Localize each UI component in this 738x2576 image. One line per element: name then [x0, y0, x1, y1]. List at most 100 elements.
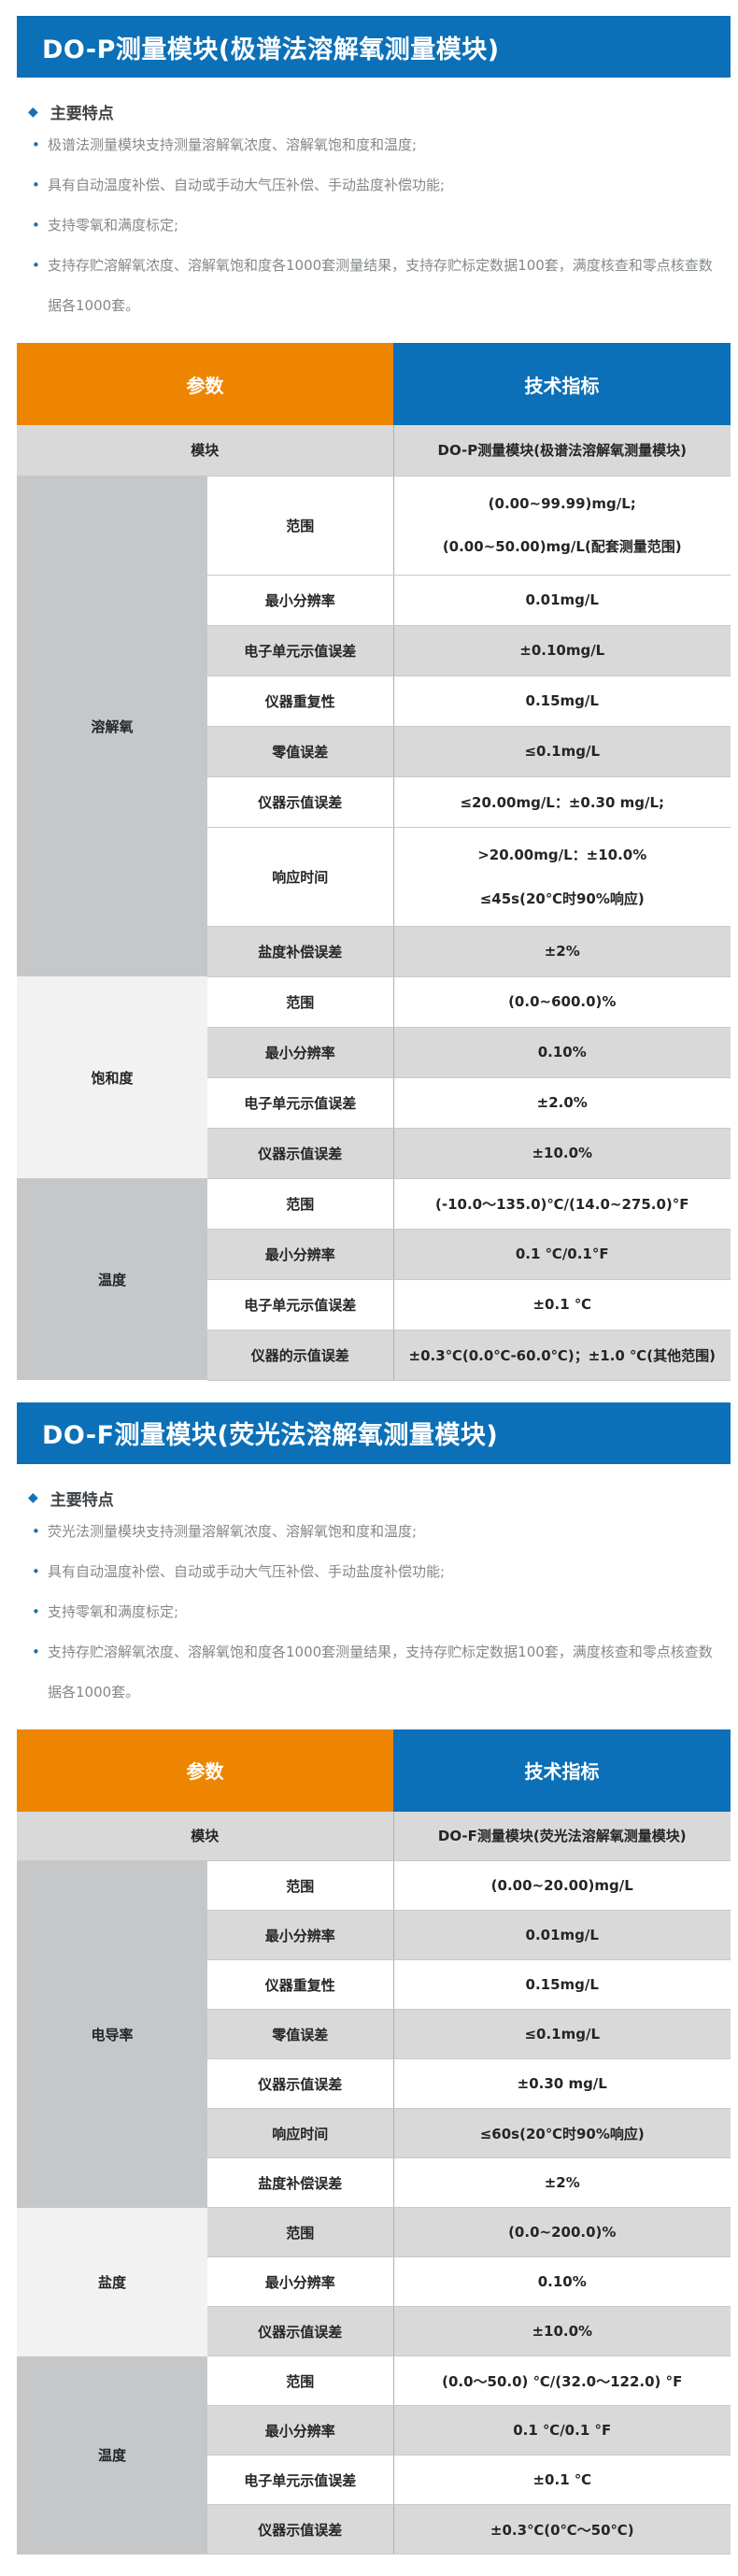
section-banner: DO-P测量模块(极谱法溶解氧测量模块) [17, 16, 731, 78]
features-heading: ◆ 主要特点 [28, 1487, 731, 1510]
feature-text: 具有自动温度补偿、自动或手动大气压补偿、手动盐度补偿功能; [48, 177, 446, 193]
spec-value-line: (0.0～50.0) ℃/(32.0～122.0) °F [442, 2372, 683, 2390]
param-cell: 仪器重复性 [207, 676, 393, 727]
table-row: 最小分辨率 0.1 ℃/0.1 °F [17, 2405, 731, 2455]
value-cell: ±10.0% [392, 1128, 731, 1179]
feature-item: • 极谱法测量模块支持测量溶解氧浓度、溶解氧饱和度和温度; [32, 125, 725, 165]
value-cell: 0.10% [392, 1027, 731, 1078]
param-cell: 范围 [207, 2355, 393, 2406]
table-row: 仪器重复性 0.15mg/L [17, 1959, 731, 2010]
table-row: 零值误差 ≤0.1mg/L [17, 2009, 731, 2059]
table-row: 盐度 范围 (0.0~200.0)% [17, 2207, 731, 2356]
value-cell: ≤0.1mg/L [392, 726, 731, 777]
spec-value-line: ±0.1 ℃ [532, 2471, 592, 2488]
value-cell: ≤60s(20℃时90%响应) [392, 2108, 731, 2158]
table-row: 最小分辨率 0.1 ℃/0.1°F [17, 1229, 731, 1280]
table-row: 溶解氧 范围 (0.00~99.99)mg/L; (0.00~50.00)mg/L(配… [17, 476, 731, 976]
spec-value-line: ±10.0% [532, 2323, 593, 2340]
value-cell: 0.1 ℃/0.1°F [392, 1229, 731, 1280]
spec-value-line: ≤45s(20℃时90%响应) [479, 890, 645, 907]
table-row: 电导率 范围 (0.00~20.00)mg/L [17, 1860, 731, 2208]
value-cell: ±0.1 ℃ [392, 2455, 731, 2505]
spec-value-line: 0.1 ℃/0.1 °F [513, 2422, 612, 2439]
banner-title: DO-F测量模块(荧光法溶解氧测量模块) [42, 1421, 499, 1450]
value-cell: ±2% [392, 926, 731, 977]
value-cell: ±10.0% [392, 2306, 731, 2356]
spec-column-header: 技术指标 [393, 343, 731, 425]
param-cell: 范围 [207, 1178, 393, 1230]
spec-table: 参数 技术指标 模块 DO-F测量模块(荧光法溶解氧测量模块) 电导率 范围 (0.00~2… [17, 1729, 731, 2555]
param-cell: 范围 [207, 1860, 393, 1911]
bullet-dot-icon: • [32, 177, 40, 193]
section-do-f: DO-F测量模块(荧光法溶解氧测量模块) ◆ 主要特点 • 荧光法测量模块支持测量… [17, 1402, 731, 2555]
spec-value-line: ≤0.1mg/L [524, 2026, 601, 2042]
bullet-dot-icon: • [32, 1562, 40, 1580]
bullet-dot-icon: • [32, 217, 40, 234]
param-cell: 零值误差 [207, 726, 393, 777]
spec-value-line: ±2% [544, 943, 580, 960]
table-row: 响应时间 >20.00mg/L：±10.0% ≤45s(20℃时90%响应) [17, 827, 731, 927]
features-heading-label: 主要特点 [50, 1490, 114, 1510]
param-cell: 仪器示值误差 [207, 2306, 393, 2356]
table-row: 盐度补偿误差 ±2% [17, 2157, 731, 2208]
table-row: 电子单元示值误差 ±0.1 ℃ [17, 2455, 731, 2505]
feature-item: • 具有自动温度补偿、自动或手动大气压补偿、手动盐度补偿功能; [32, 1552, 725, 1592]
feature-text: 支持零氧和满度标定; [48, 1602, 179, 1620]
value-cell: 0.15mg/L [392, 676, 731, 727]
spec-value-line: 0.1 ℃/0.1°F [515, 1245, 609, 1262]
group-cell: 电导率 [17, 1860, 207, 2208]
features-block: ◆ 主要特点 • 荧光法测量模块支持测量溶解氧浓度、溶解氧饱和度和温度; • 具有自动… [17, 1487, 731, 1713]
value-cell: (0.00~20.00)mg/L [392, 1860, 731, 1911]
table-row: 最小分辨率 0.10% [17, 2256, 731, 2307]
spec-value-line: (0.00~99.99)mg/L; [488, 494, 636, 512]
value-cell: (0.00~99.99)mg/L; (0.00~50.00)mg/L(配套测量范围… [392, 476, 731, 576]
value-cell: ≤0.1mg/L [392, 2009, 731, 2059]
module-label: 模块 [17, 425, 393, 477]
param-cell: 仪器重复性 [207, 1959, 393, 2010]
group-cell: 饱和度 [17, 976, 207, 1178]
section-do-p: DO-P测量模块(极谱法溶解氧测量模块) ◆ 主要特点 • 极谱法测量模块支持测量… [17, 16, 731, 1381]
spec-value-line: ±2.0% [536, 1094, 588, 1111]
param-cell: 电子单元示值误差 [207, 1279, 393, 1331]
param-cell: 最小分辨率 [207, 2405, 393, 2455]
param-cell: 仪器示值误差 [207, 2058, 393, 2109]
table-row: 电子单元示值误差 ±2.0% [17, 1077, 731, 1129]
param-cell: 范围 [207, 2207, 393, 2257]
param-cell: 范围 [207, 476, 393, 576]
module-row: 模块 DO-F测量模块(荧光法溶解氧测量模块) [17, 1811, 731, 1861]
bullet-dot-icon: • [32, 1602, 40, 1620]
spec-value-line: ±0.10mg/L [519, 642, 605, 659]
features-heading-label: 主要特点 [50, 105, 114, 123]
spec-value-line: ≤60s(20℃时90%响应) [479, 2125, 645, 2142]
spec-value-line: ±0.3℃(0℃～50℃) [490, 2521, 634, 2539]
table-header-row: 参数 技术指标 [17, 343, 731, 425]
param-cell: 仪器示值误差 [207, 2504, 393, 2555]
group-cell: 温度 [17, 1178, 207, 1380]
spec-value-line: 0.10% [537, 1044, 587, 1060]
param-cell: 盐度补偿误差 [207, 926, 393, 977]
value-cell: (0.0～50.0) ℃/(32.0～122.0) °F [392, 2355, 731, 2406]
value-cell: (-10.0～135.0)℃/(14.0~275.0)°F [392, 1178, 731, 1230]
table-row: 零值误差 ≤0.1mg/L [17, 726, 731, 777]
param-column-header: 参数 [17, 343, 393, 425]
feature-text: 极谱法测量模块支持测量溶解氧浓度、溶解氧饱和度和温度; [48, 136, 418, 153]
param-cell: 电子单元示值误差 [207, 2455, 393, 2505]
value-cell: 0.15mg/L [392, 1959, 731, 2010]
value-cell: ±2.0% [392, 1077, 731, 1129]
module-label: 模块 [17, 1811, 393, 1861]
table-row: 响应时间 ≤60s(20℃时90%响应) [17, 2108, 731, 2158]
spec-value-line: ±2% [544, 2174, 580, 2191]
table-row: 饱和度 范围 (0.0~600.0)% [17, 976, 731, 1178]
table-row: 仪器示值误差 ±10.0% [17, 2306, 731, 2356]
group-cell: 盐度 [17, 2207, 207, 2356]
features-list: • 极谱法测量模块支持测量溶解氧浓度、溶解氧饱和度和温度; • 具有自动温度补偿、自动… [17, 125, 731, 326]
feature-item: • 支持存贮溶解氧浓度、溶解氧饱和度各1000套测量结果，支持存贮标定数据100套… [32, 246, 725, 326]
param-cell: 最小分辨率 [207, 1027, 393, 1078]
value-cell: ±0.3℃(0.0℃-60.0℃)；±1.0 ℃(其他范围) [392, 1330, 731, 1381]
param-cell: 最小分辨率 [207, 1910, 393, 1960]
value-cell: (0.0~200.0)% [392, 2207, 731, 2257]
param-cell: 响应时间 [207, 2108, 393, 2158]
banner-title: DO-P测量模块(极谱法溶解氧测量模块) [42, 35, 500, 64]
param-cell: 最小分辨率 [207, 2256, 393, 2307]
